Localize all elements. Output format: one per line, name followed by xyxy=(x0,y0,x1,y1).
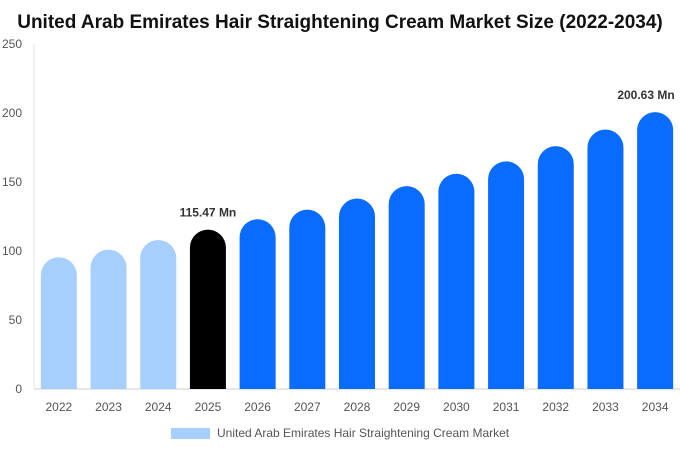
data-label: 200.63 Mn xyxy=(617,88,674,102)
y-tick-label: 0 xyxy=(15,382,22,396)
legend-swatch xyxy=(171,428,210,439)
bar-2024[interactable] xyxy=(140,239,177,389)
bar-2032[interactable] xyxy=(537,146,574,389)
y-tick-label: 50 xyxy=(9,313,23,327)
bar-2025[interactable] xyxy=(189,229,226,389)
bar-2034[interactable] xyxy=(637,112,674,389)
bar-2026[interactable] xyxy=(239,219,276,389)
data-labels: 115.47 Mn 200.63 Mn xyxy=(180,88,675,220)
y-tick-label: 200 xyxy=(2,106,22,120)
x-tick-label: 2023 xyxy=(95,400,122,414)
bar-2023[interactable] xyxy=(90,249,127,389)
bar-2028[interactable] xyxy=(339,198,375,389)
legend-label: United Arab Emirates Hair Straightening … xyxy=(217,426,510,440)
x-tick-label: 2032 xyxy=(542,400,569,414)
bar-2031[interactable] xyxy=(488,161,525,389)
x-tick-label: 2031 xyxy=(493,400,520,414)
x-tick-label: 2028 xyxy=(344,400,371,414)
x-tick-label: 2024 xyxy=(145,400,172,414)
data-label: 115.47 Mn xyxy=(180,206,237,220)
bars xyxy=(40,112,674,389)
y-tick-label: 100 xyxy=(2,244,22,258)
bar-2027[interactable] xyxy=(289,209,326,389)
y-tick-label: 250 xyxy=(2,37,22,51)
x-tick-label: 2025 xyxy=(195,400,222,414)
x-tick-label: 2029 xyxy=(393,400,420,414)
bar-2022[interactable] xyxy=(40,257,77,389)
chart-title: United Arab Emirates Hair Straightening … xyxy=(17,12,663,33)
legend[interactable]: United Arab Emirates Hair Straightening … xyxy=(171,426,510,440)
y-axis: 0 50 100 150 200 250 xyxy=(2,37,22,396)
x-tick-label: 2030 xyxy=(443,400,470,414)
x-tick-label: 2027 xyxy=(294,400,321,414)
bar-2029[interactable] xyxy=(388,186,425,389)
bar-2030[interactable] xyxy=(438,173,475,389)
x-tick-label: 2033 xyxy=(592,400,619,414)
bar-2033[interactable] xyxy=(587,129,624,389)
x-tick-label: 2026 xyxy=(244,400,271,414)
x-tick-label: 2034 xyxy=(642,400,669,414)
x-axis: 2022 2023 2024 2025 2026 2027 2028 2029 2030 2031… xyxy=(45,400,668,414)
x-tick-label: 2022 xyxy=(45,400,72,414)
y-tick-label: 150 xyxy=(2,175,22,189)
